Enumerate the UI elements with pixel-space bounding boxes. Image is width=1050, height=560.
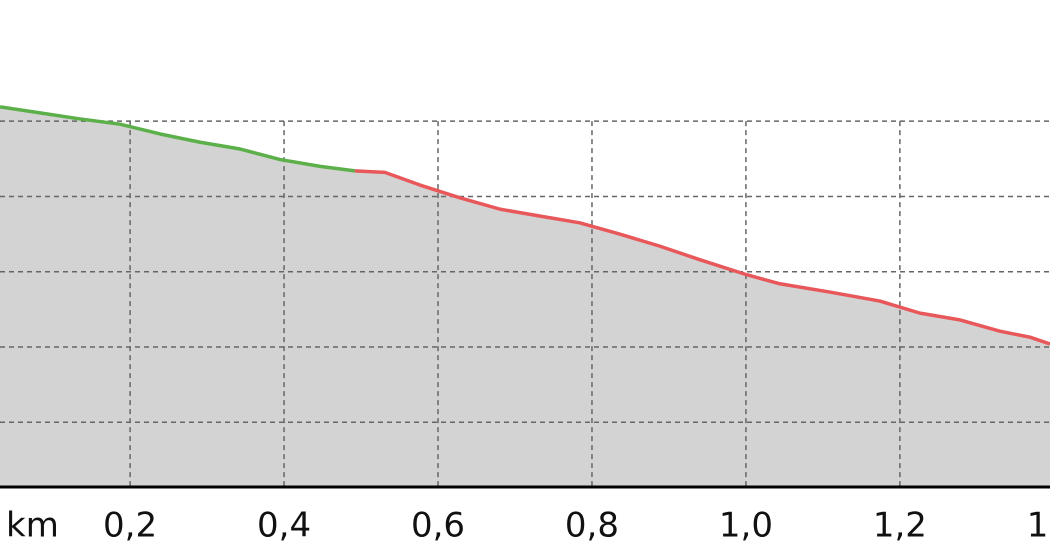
x-tick-label: 1,2 (873, 506, 927, 546)
x-axis-label: km (6, 506, 59, 546)
x-tick-label: 0,6 (411, 506, 465, 546)
elevation-line (0, 105, 356, 173)
area-fill (354, 170, 1050, 488)
x-tick-label: 1,0 (719, 506, 773, 546)
x-tick-label: 0,2 (103, 506, 157, 546)
x-tick-label: 0,8 (565, 506, 619, 546)
elevation-line (354, 169, 1050, 346)
x-tick-label: 1,4 (1027, 506, 1050, 546)
x-tick-label: 0,4 (257, 506, 311, 546)
